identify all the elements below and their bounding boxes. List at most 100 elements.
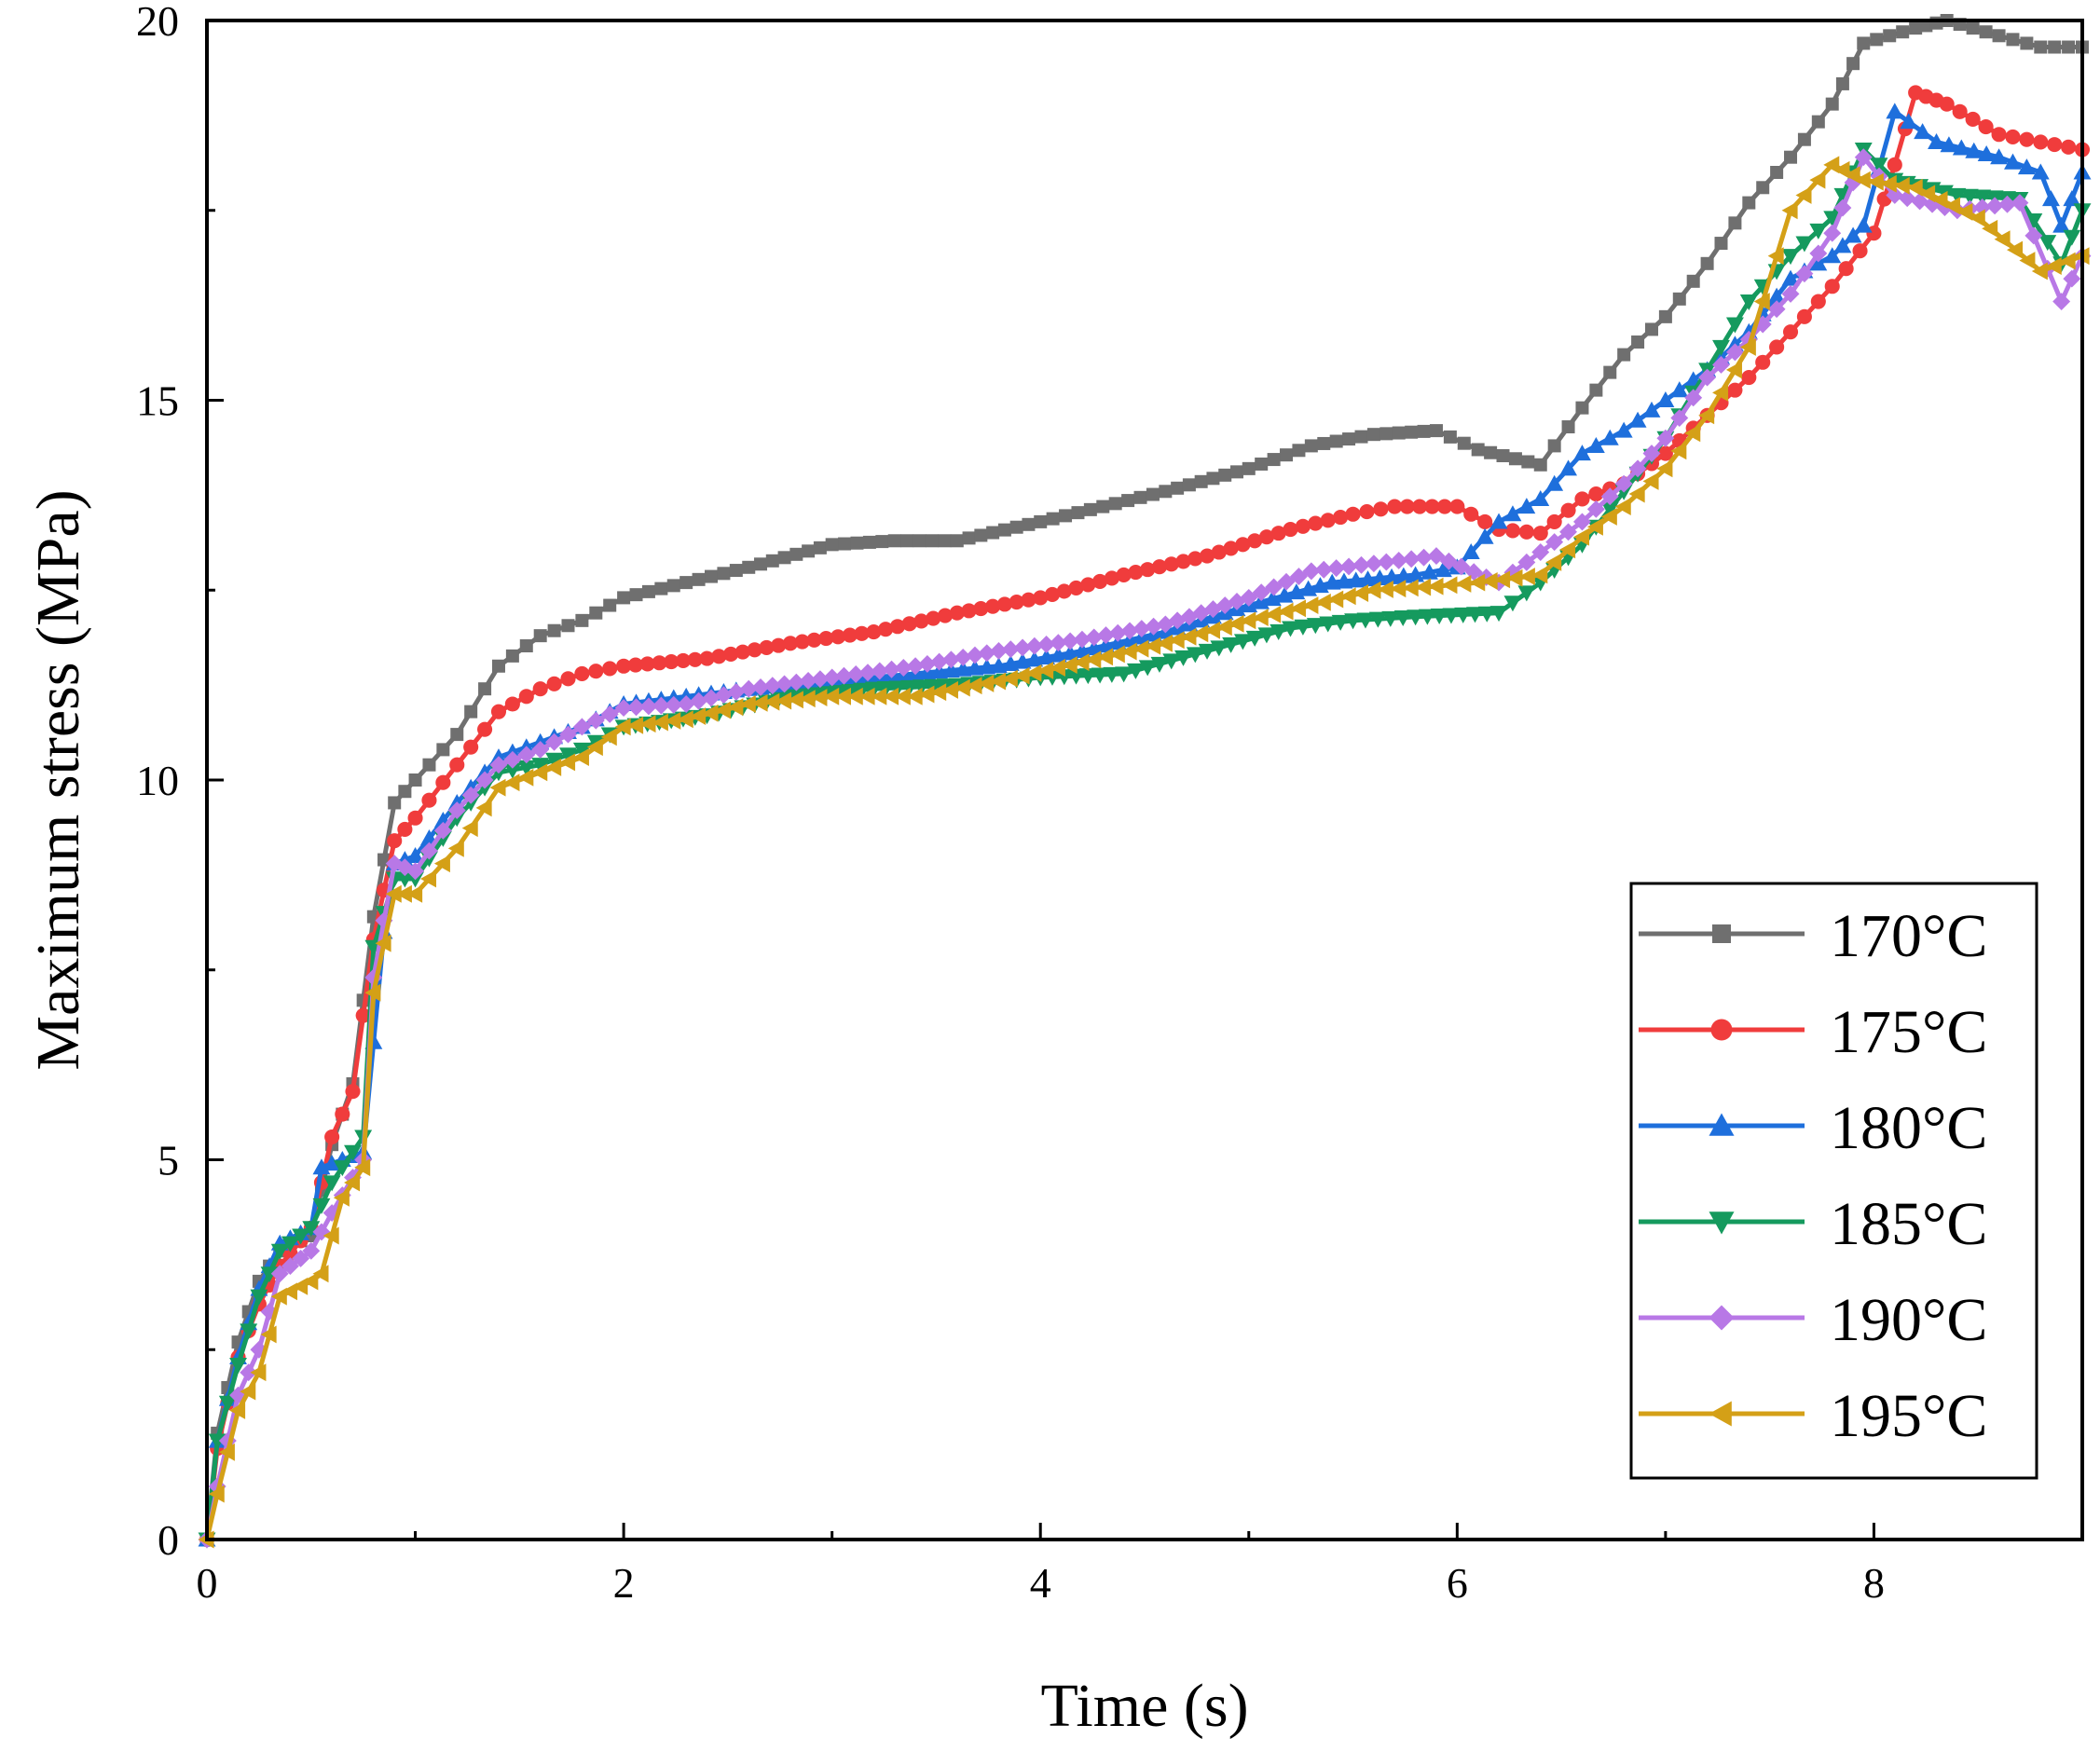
data-point	[2006, 33, 2020, 47]
data-point	[335, 1106, 350, 1122]
data-point	[2019, 131, 2035, 147]
data-point	[1795, 236, 1814, 253]
data-point	[1068, 580, 1084, 595]
data-point	[1001, 669, 1018, 688]
data-point	[913, 534, 926, 548]
data-point	[1108, 623, 1127, 642]
data-point	[229, 1357, 247, 1374]
data-point	[1103, 666, 1121, 683]
data-point	[2020, 36, 2034, 50]
data-point	[775, 691, 792, 710]
data-point	[1335, 572, 1353, 589]
data-point	[208, 1485, 225, 1503]
data-point	[990, 672, 1007, 691]
legend-marker	[1710, 1019, 1733, 1041]
data-point	[727, 683, 746, 701]
data-point	[1686, 274, 1700, 288]
data-point	[600, 728, 617, 746]
data-point	[1952, 139, 1970, 156]
data-point	[1282, 621, 1299, 637]
data-point	[978, 644, 996, 663]
data-point	[978, 658, 996, 675]
data-point	[1545, 533, 1564, 552]
data-point	[1573, 513, 1591, 531]
data-point	[270, 1265, 289, 1283]
data-point	[1781, 269, 1800, 286]
data-point	[1067, 668, 1085, 685]
data-point	[1823, 247, 1842, 264]
data-point	[1575, 401, 1589, 415]
data-point	[639, 715, 656, 733]
data-point	[1211, 544, 1227, 560]
data-point	[711, 649, 727, 664]
data-point	[1532, 526, 1548, 541]
data-point	[1168, 611, 1187, 630]
data-point	[1948, 187, 1967, 204]
data-point	[775, 675, 794, 693]
data-point	[1013, 666, 1030, 685]
data-point	[1265, 605, 1282, 623]
data-point	[883, 660, 900, 678]
data-point	[1204, 621, 1221, 639]
data-point	[1314, 560, 1333, 579]
data-point	[1320, 513, 1336, 528]
data-point	[2025, 213, 2043, 230]
data-point	[1427, 577, 1444, 595]
data-point	[1429, 424, 1443, 438]
data-point	[1545, 553, 1562, 571]
data-point	[1377, 580, 1393, 598]
data-point	[1277, 602, 1294, 621]
data-point	[1352, 555, 1370, 574]
data-point	[2047, 137, 2063, 153]
data-point	[1145, 636, 1161, 655]
data-point	[846, 665, 865, 683]
data-point	[312, 1265, 329, 1283]
data-point	[1073, 630, 1091, 649]
data-point	[1233, 634, 1252, 650]
data-point	[1257, 627, 1276, 644]
data-point	[938, 534, 952, 548]
data-point	[1056, 583, 1072, 599]
data-point	[825, 538, 839, 552]
data-point	[1589, 383, 1603, 397]
data-point	[996, 596, 1012, 612]
data-point	[533, 629, 547, 643]
data-point	[1097, 626, 1115, 645]
data-point	[1402, 579, 1419, 597]
data-point	[1700, 256, 1714, 270]
data-point	[1240, 588, 1258, 607]
data-point	[1810, 294, 1826, 309]
data-point	[1366, 428, 1380, 442]
data-point	[1442, 608, 1461, 624]
data-point	[930, 683, 947, 702]
data-point	[1531, 490, 1550, 507]
data-point	[463, 739, 479, 755]
data-point	[1559, 541, 1576, 559]
data-point	[1104, 570, 1119, 586]
data-point	[532, 681, 548, 697]
data-point	[1080, 577, 1096, 593]
data-point	[1811, 115, 1825, 129]
legend-marker	[1712, 924, 1731, 943]
data-point	[575, 613, 589, 627]
data-point	[1506, 568, 1523, 587]
data-point	[385, 884, 402, 903]
data-point	[692, 572, 706, 586]
data-point	[2038, 235, 2057, 252]
data-point	[1270, 623, 1288, 640]
data-point	[503, 762, 522, 779]
data-point	[588, 664, 604, 679]
data-point	[1347, 571, 1366, 588]
data-point	[1966, 21, 1980, 35]
data-point	[871, 662, 889, 680]
data-point	[941, 650, 960, 669]
legend-label: 190°C	[1830, 1286, 1987, 1354]
data-point	[1289, 599, 1306, 618]
data-point	[842, 627, 858, 643]
data-point	[1631, 335, 1645, 349]
data-point	[1628, 411, 1647, 428]
data-point	[1283, 522, 1298, 538]
data-point	[250, 1289, 268, 1306]
data-point	[1255, 457, 1269, 471]
data-point	[641, 584, 655, 598]
